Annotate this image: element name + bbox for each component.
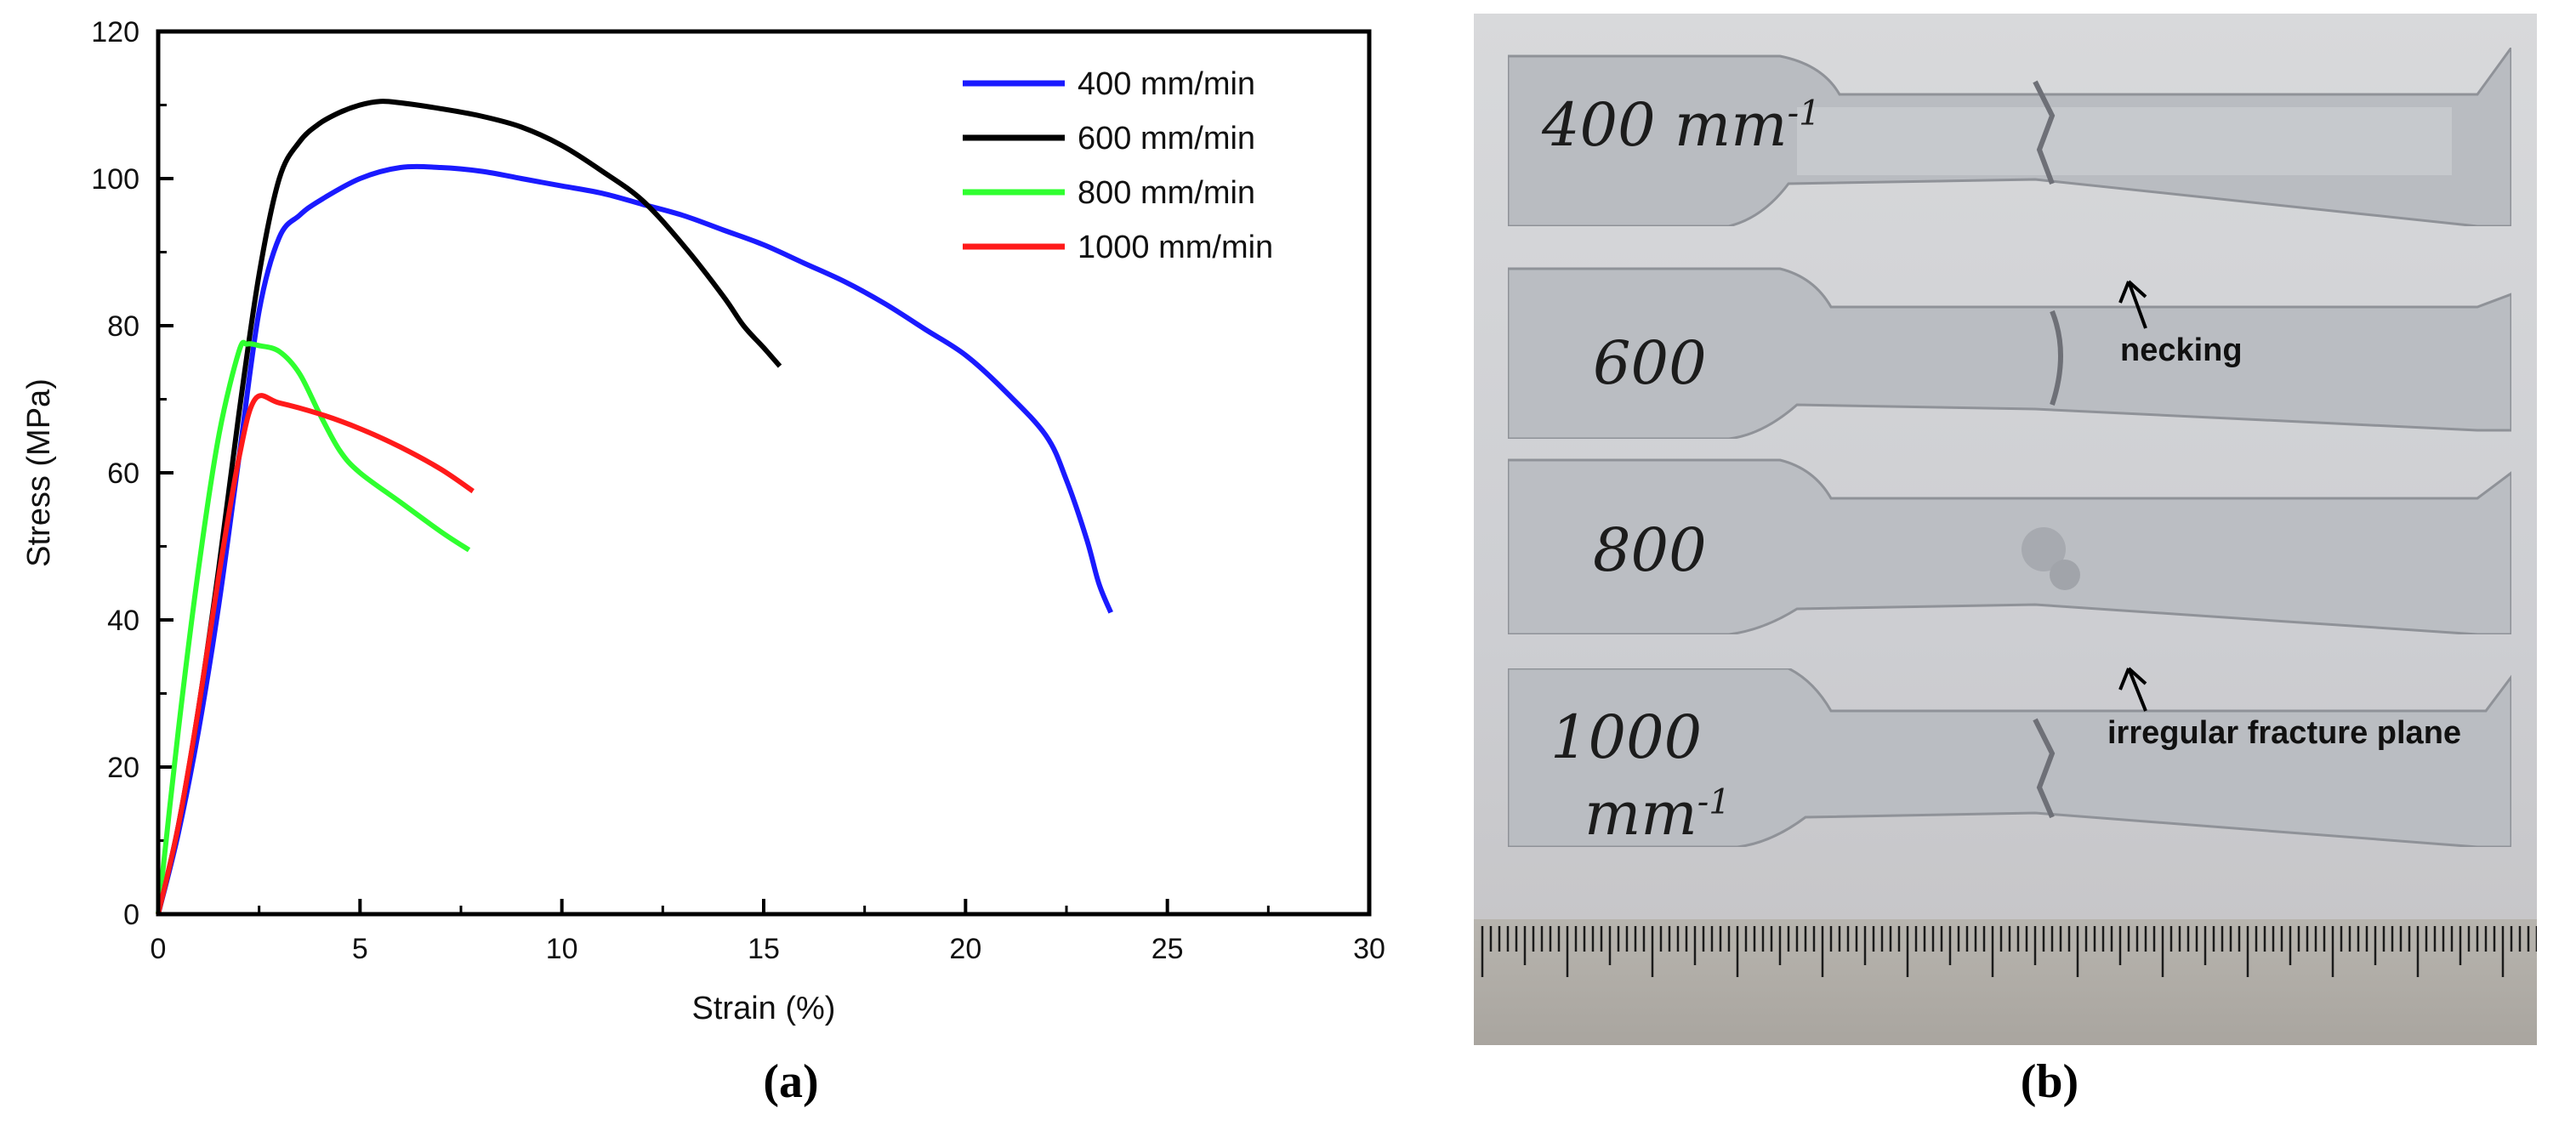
specimen-600 — [1506, 260, 2513, 440]
x-tick-label: 10 — [546, 933, 578, 965]
label-400: 400 mm-1 — [1542, 90, 1821, 160]
series-line-2 — [156, 99, 782, 915]
specimen-800 — [1506, 456, 2513, 636]
specimen-400 — [1506, 43, 2513, 228]
x-tick-label: 0 — [151, 933, 167, 965]
x-tick-label: 25 — [1152, 933, 1184, 965]
series-line-4 — [156, 393, 475, 915]
specimen-1000 — [1506, 667, 2513, 849]
x-tick-label: 5 — [352, 933, 368, 965]
series-line-1 — [156, 163, 1113, 915]
label-600: 600 — [1593, 328, 1707, 398]
label-800: 800 — [1593, 515, 1707, 585]
legend-label: 1000 mm/min — [1078, 230, 1273, 265]
y-tick-label: 120 — [91, 16, 139, 48]
y-tick-label: 60 — [107, 457, 139, 490]
fracture-label: irregular fracture plane — [2107, 715, 2462, 751]
caption-b: (b) — [2020, 1055, 2079, 1108]
stress-strain-chart: 0 5 10 15 20 25 30 0 20 40 60 80 100 120 Strain (%) S… — [21, 16, 1385, 1026]
legend-label: 600 mm/min — [1078, 121, 1255, 156]
series-line-3 — [156, 339, 471, 915]
x-axis-label: Strain (%) — [692, 991, 836, 1026]
stress-strain-panel: 0 5 10 15 20 25 30 0 20 40 60 80 100 120 Strain (%) S… — [21, 16, 1385, 1108]
y-tick-label: 100 — [91, 163, 139, 196]
specimen-photo: 400 mm-1 600 800 1000 mm-1 necking irreg… — [1474, 14, 2537, 1045]
x-tick-label: 20 — [949, 933, 981, 965]
ruler — [1474, 919, 2537, 1045]
legend-label: 800 mm/min — [1078, 175, 1255, 211]
legend: 400 mm/min 600 mm/min 800 mm/min 1000 mm/mi… — [963, 66, 1273, 265]
caption-a: (a) — [763, 1055, 819, 1108]
plot-frame — [156, 29, 1372, 917]
x-tick-label: 30 — [1353, 933, 1385, 965]
y-tick-label: 20 — [107, 752, 139, 784]
x-tick-label: 15 — [748, 933, 780, 965]
y-axis-label: Stress (MPa) — [21, 378, 57, 567]
necking-label: necking — [2120, 332, 2243, 368]
y-tick-label: 80 — [107, 310, 139, 343]
annotation-arrows — [2118, 280, 2147, 712]
legend-label: 400 mm/min — [1078, 66, 1255, 102]
label-1000: 1000 — [1550, 702, 1703, 772]
label-1000-unit: mm-1 — [1584, 779, 1731, 849]
y-tick-label: 40 — [107, 605, 139, 637]
y-tick-label: 0 — [123, 899, 139, 931]
